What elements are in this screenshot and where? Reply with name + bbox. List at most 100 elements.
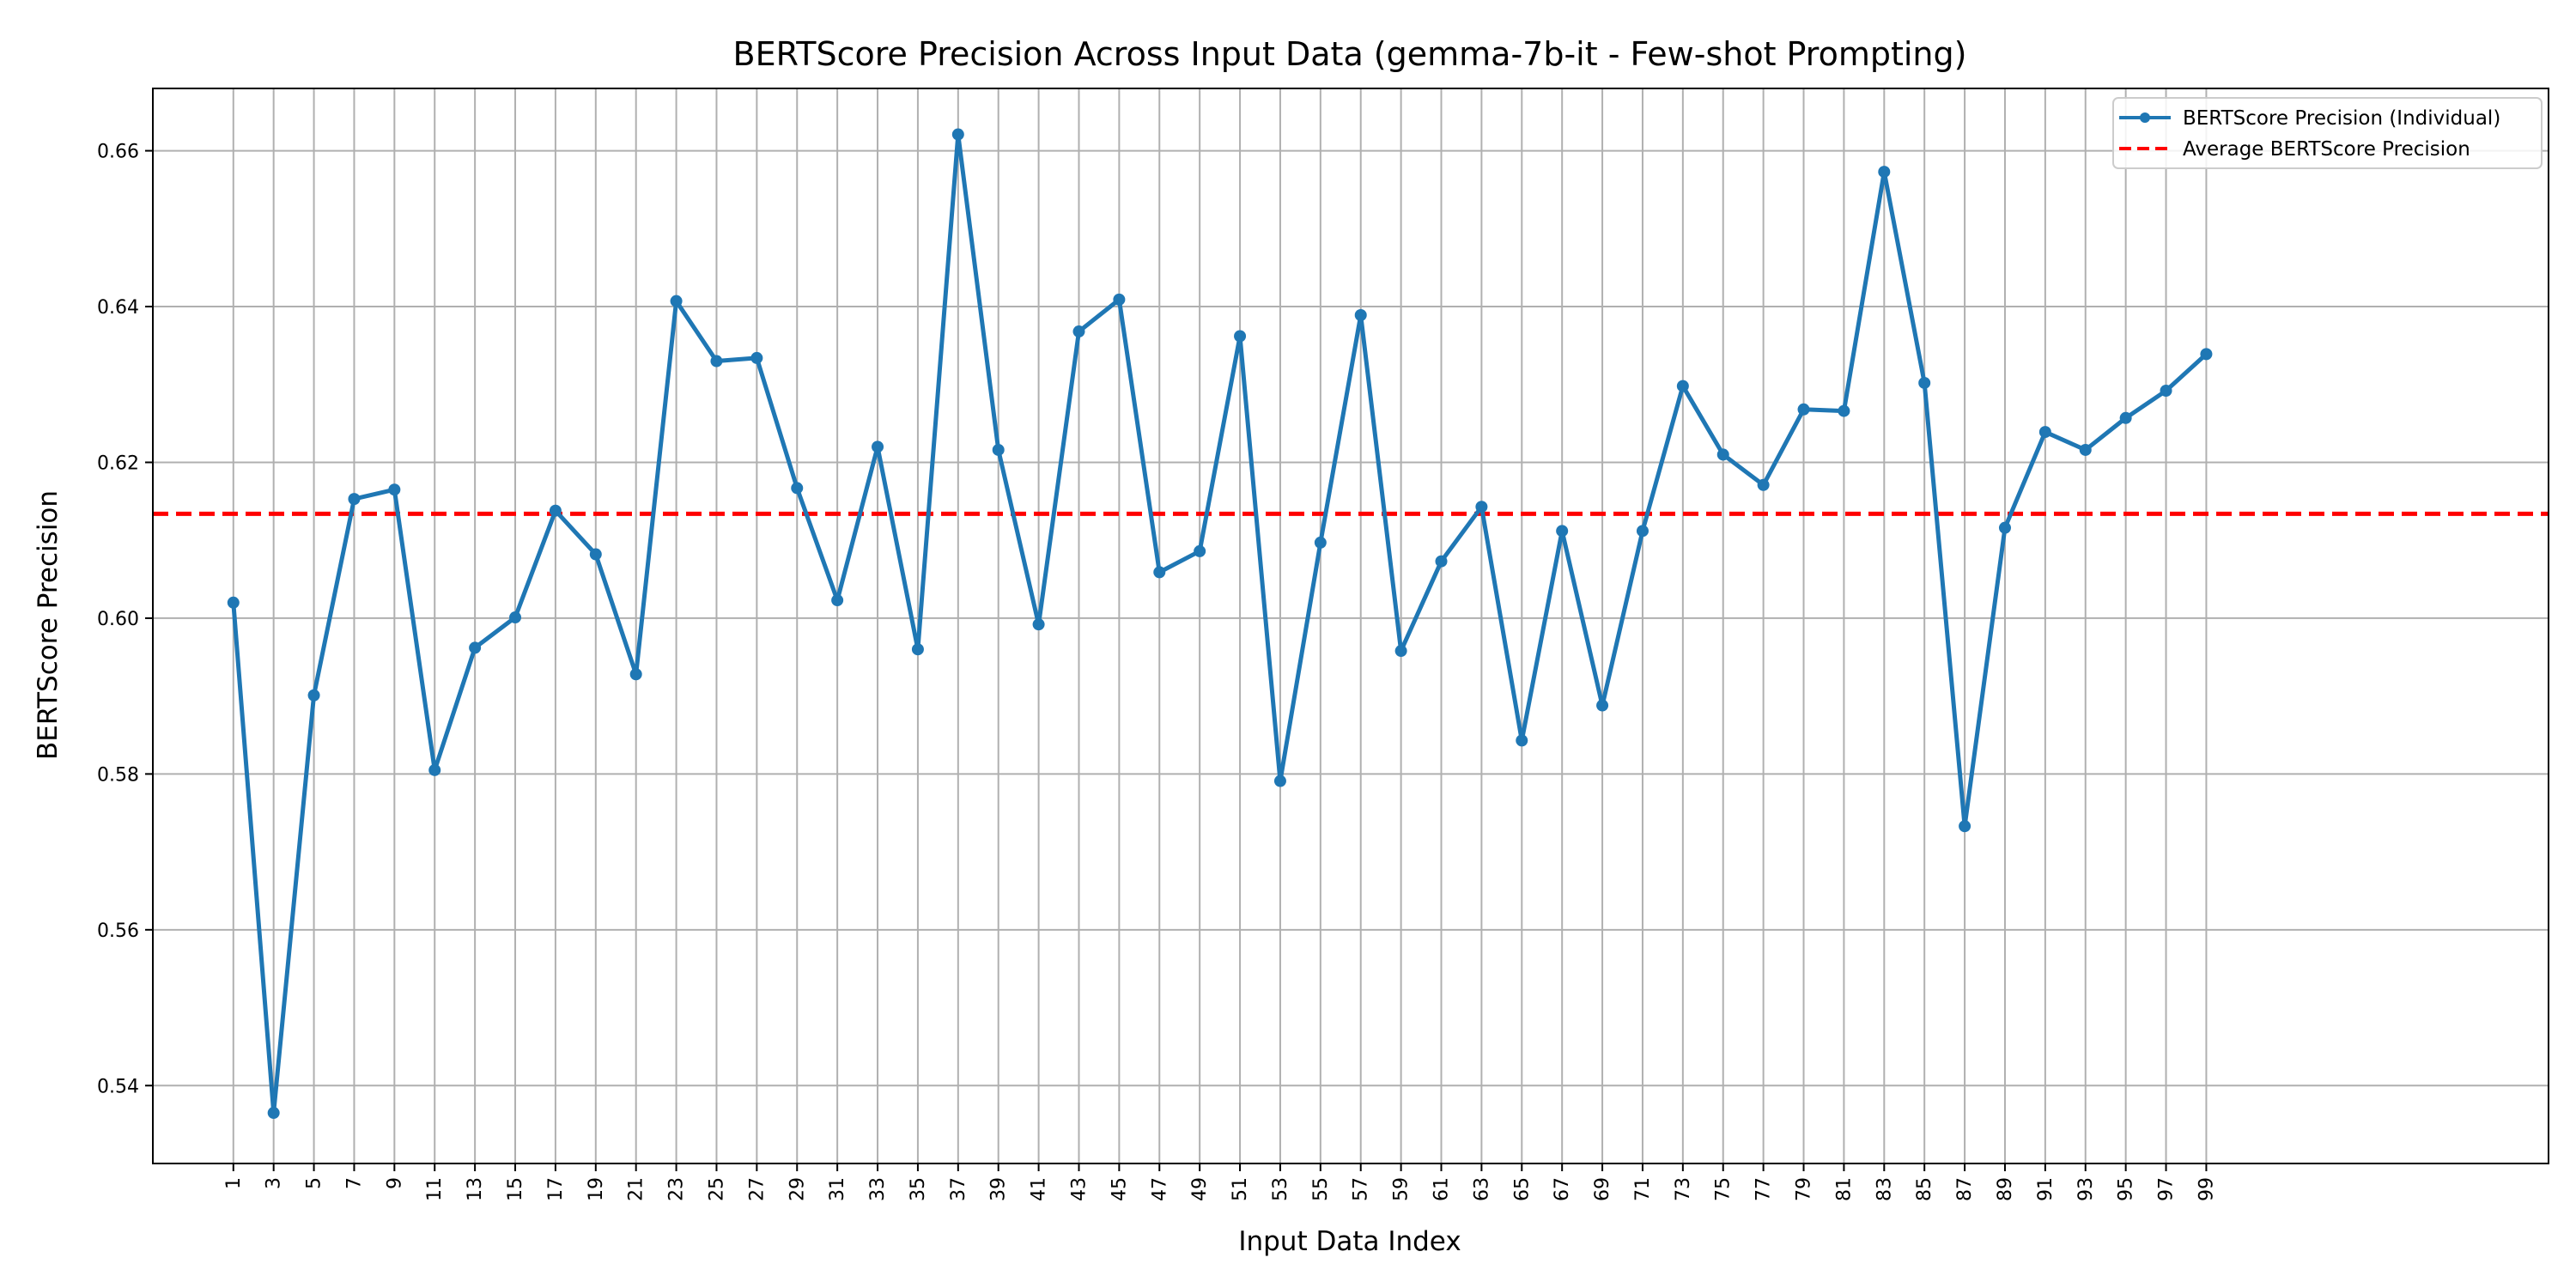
data-point (1998, 521, 2011, 534)
x-tick-label: 29 (787, 1177, 808, 1201)
data-point (307, 689, 320, 702)
y-tick-label: 0.58 (97, 764, 139, 786)
data-point (1113, 293, 1126, 306)
x-tick-label: 97 (2156, 1177, 2178, 1201)
x-tick-label: 75 (1713, 1177, 1735, 1201)
y-axis-label: BERTScore Precision (33, 490, 64, 760)
y-tick-label: 0.66 (97, 142, 139, 163)
data-point (1153, 566, 1166, 579)
y-axis: 0.54 0.56 0.58 0.60 0.62 0.64 0.66 (97, 142, 153, 1097)
data-point (1556, 525, 1569, 538)
data-point (992, 443, 1005, 456)
data-point (911, 643, 924, 656)
series-layer (153, 128, 2549, 1120)
data-point (2160, 385, 2172, 398)
y-tick-label: 0.64 (97, 297, 139, 319)
y-tick-label: 0.60 (97, 609, 139, 630)
x-tick-label: 23 (666, 1177, 688, 1201)
data-point (1676, 380, 1689, 392)
data-point (1314, 536, 1327, 549)
x-tick-label: 55 (1310, 1177, 1332, 1201)
x-tick-label: 49 (1189, 1177, 1211, 1201)
x-tick-label: 51 (1230, 1177, 1251, 1201)
x-tick-label: 43 (1068, 1177, 1090, 1201)
data-point (1516, 734, 1528, 747)
x-tick-label: 57 (1351, 1177, 1372, 1201)
data-point (388, 483, 401, 496)
x-tick-label: 53 (1270, 1177, 1291, 1201)
data-point (1032, 618, 1045, 631)
x-tick-label: 19 (586, 1177, 607, 1201)
y-tick-label: 0.62 (97, 453, 139, 474)
x-tick-label: 5 (304, 1177, 325, 1189)
data-point (2200, 348, 2213, 361)
data-point (1878, 166, 1891, 179)
data-point (428, 763, 441, 776)
x-tick-label: 85 (1914, 1177, 1935, 1201)
data-point (1394, 645, 1407, 658)
data-point (549, 504, 562, 517)
individual-series-line (231, 132, 2208, 1115)
x-tick-label: 1 (223, 1177, 245, 1189)
data-point (1354, 309, 1367, 322)
x-tick-label: 41 (1029, 1177, 1050, 1201)
data-point (2079, 443, 2092, 456)
data-point (1959, 820, 1971, 833)
x-tick-label: 7 (343, 1177, 365, 1189)
data-point (1596, 699, 1609, 712)
data-point (1475, 501, 1488, 513)
data-point (1072, 325, 1085, 338)
x-tick-label: 67 (1552, 1177, 1573, 1201)
x-tick-label: 59 (1391, 1177, 1413, 1201)
x-tick-label: 91 (2035, 1177, 2057, 1201)
x-tick-label: 93 (2075, 1177, 2097, 1201)
data-point (872, 440, 884, 453)
data-point (509, 611, 522, 624)
data-point (791, 482, 804, 495)
data-point (1757, 478, 1770, 491)
x-tick-label: 35 (908, 1177, 929, 1201)
data-point (831, 594, 844, 607)
data-point (1435, 555, 1448, 568)
x-tick-label: 79 (1794, 1177, 1815, 1201)
data-point (2038, 426, 2051, 439)
x-tick-label: 65 (1511, 1177, 1533, 1201)
x-tick-label: 3 (264, 1177, 285, 1189)
legend: BERTScore Precision (Individual) Average… (2112, 97, 2543, 169)
legend-label-average: Average BERTScore Precision (2183, 138, 2470, 161)
data-point (1636, 525, 1649, 538)
data-point (348, 493, 361, 506)
data-point (2119, 411, 2132, 424)
x-tick-label: 77 (1753, 1177, 1775, 1201)
x-tick-label: 15 (505, 1177, 526, 1201)
x-tick-label: 63 (1471, 1177, 1492, 1201)
data-point (951, 128, 964, 141)
x-tick-label: 27 (746, 1177, 768, 1201)
data-point (1716, 448, 1729, 461)
data-point (227, 596, 240, 609)
x-tick-label: 21 (626, 1177, 647, 1201)
x-tick-label: 89 (1995, 1177, 2016, 1201)
data-point (1838, 404, 1850, 417)
x-tick-label: 99 (2196, 1177, 2217, 1201)
x-tick-label: 31 (827, 1177, 848, 1201)
x-tick-label: 39 (988, 1177, 1010, 1201)
x-tick-label: 9 (384, 1177, 405, 1189)
data-point (629, 668, 642, 681)
y-tick-label: 0.54 (97, 1076, 139, 1097)
grid (153, 88, 2549, 1163)
legend-marker-individual (2140, 112, 2150, 123)
x-tick-label: 81 (1833, 1177, 1855, 1201)
x-tick-label: 83 (1874, 1177, 1895, 1201)
x-tick-label: 45 (1109, 1177, 1130, 1201)
data-point (1234, 330, 1247, 343)
chart-title: BERTScore Precision Across Input Data (g… (733, 35, 1967, 73)
data-point (710, 355, 723, 368)
x-tick-label: 11 (424, 1177, 446, 1201)
legend-label-individual: BERTScore Precision (Individual) (2183, 107, 2500, 130)
y-tick-label: 0.56 (97, 920, 139, 942)
legend-box (2112, 97, 2543, 169)
x-axis: 1 3 5 7 9 11 13 15 17 19 21 23 25 27 29 31 33 35 37 39 41 43 4… (223, 1163, 2217, 1201)
x-tick-label: 13 (465, 1177, 486, 1201)
